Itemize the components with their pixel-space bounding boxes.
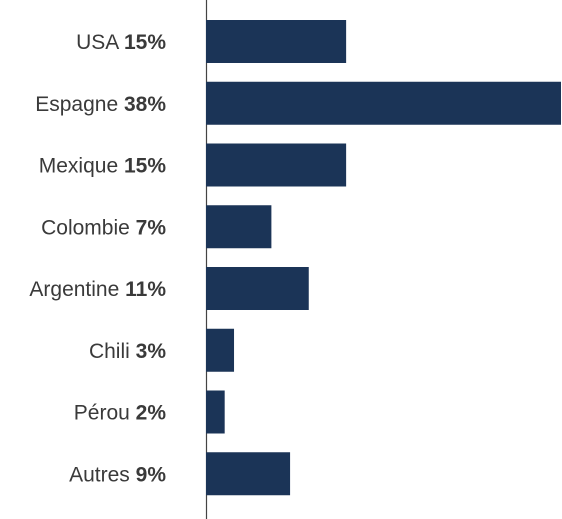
category-name-perou: Pérou [74,402,136,425]
category-name-autres: Autres [69,463,136,486]
bar-chili [206,328,235,372]
category-label-perou: Pérou 2% [74,402,167,425]
category-name-argentine: Argentine [29,278,125,301]
value-label-chili: 3% [136,340,167,363]
value-label-colombie: 7% [136,216,167,239]
category-name-chili: Chili [89,340,136,363]
bar-argentine [206,267,309,310]
category-name-mexique: Mexique [39,155,124,178]
value-label-espagne: 38% [124,93,166,116]
bar-mexique [206,143,347,187]
value-label-mexique: 15% [124,155,166,178]
value-label-perou: 2% [136,402,167,425]
bar-colombie [206,205,272,249]
category-label-colombie: Colombie 7% [41,216,166,239]
bar-usa [206,20,347,63]
category-label-chili: Chili 3% [89,340,166,363]
bar-autres [206,452,291,496]
category-label-usa: USA 15% [76,31,166,54]
bar-perou [206,390,225,434]
category-name-usa: USA [76,31,124,54]
value-label-argentine: 11% [125,278,166,301]
category-name-colombie: Colombie [41,216,136,239]
category-label-argentine: Argentine 11% [29,278,166,301]
value-label-usa: 15% [124,31,166,54]
category-labels-group: USA 15% Espagne 38% Mexique 15% Colombie 7%… [29,31,166,486]
value-label-autres: 9% [136,463,167,486]
category-name-espagne: Espagne [35,93,124,116]
bar-espagne [206,81,561,125]
category-label-mexique: Mexique 15% [39,155,167,178]
category-label-espagne: Espagne 38% [35,93,166,116]
bars-group [206,20,561,496]
category-label-autres: Autres 9% [69,463,166,486]
